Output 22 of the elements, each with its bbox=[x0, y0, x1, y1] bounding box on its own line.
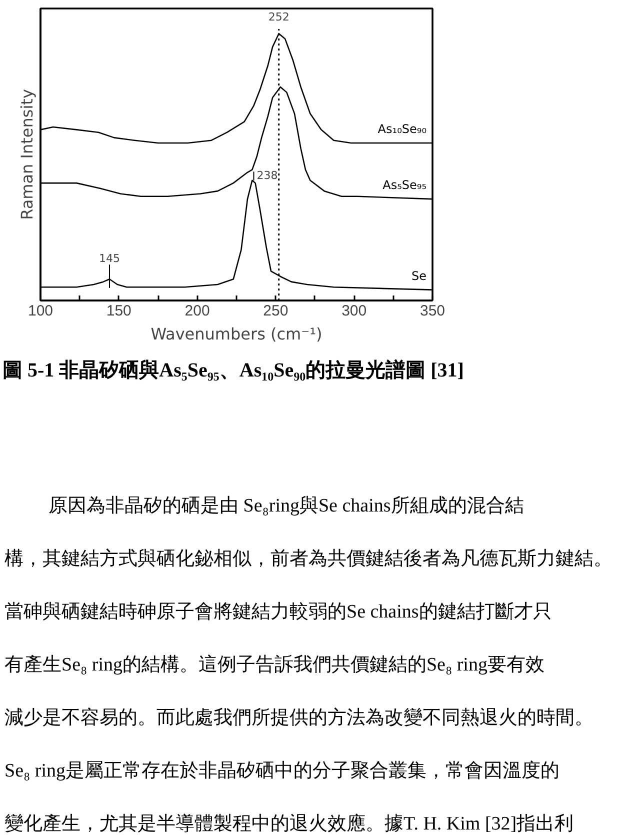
text: 構，其鍵結方式與硒化鉍相似，前者為共價鍵結後者為凡德瓦斯力鍵結。 bbox=[4, 548, 612, 570]
text: 變化產生，尤其是半導體製程中的退火效應。據T. H. Kim [32]指出利 bbox=[4, 812, 574, 834]
x-tick-label: 350 bbox=[420, 302, 446, 320]
x-tick-label: 200 bbox=[184, 302, 210, 320]
x-tick-label: 100 bbox=[28, 302, 54, 320]
text: 減少是不容易的。而此處我們所提供的方法為改變不同熱退火的時間。 bbox=[4, 706, 594, 728]
x-tick-label: 250 bbox=[263, 302, 288, 320]
text: 有產生Se₈ ring的結構。這例子告訴我們共價鍵結的Se₈ ring要有效 bbox=[4, 654, 544, 676]
text: Se₈ ring是屬正常存在於非晶矽硒中的分子聚合叢集，常會因溫度的 bbox=[4, 760, 560, 782]
y-axis-title: Raman Intensity bbox=[18, 89, 36, 220]
series-label: As₁₀Se₉₀ bbox=[378, 122, 427, 136]
series-label: Se bbox=[412, 268, 426, 283]
x-tick-label: 150 bbox=[106, 302, 132, 320]
series-label: As₅Se₉₅ bbox=[382, 178, 427, 192]
x-tick-label: 300 bbox=[342, 302, 367, 320]
annotation: 238 bbox=[256, 168, 278, 182]
ref-line-label: 252 bbox=[268, 10, 290, 24]
text: 原因為非晶矽的硒是由 Se₈ring與Se chains所組成的混合結 bbox=[48, 496, 524, 516]
text: 當砷與硒鍵結時砷原子會將鍵結力較弱的Se chains的鍵結打斷才只 bbox=[4, 602, 552, 622]
annotation: 145 bbox=[98, 252, 120, 266]
x-axis-title: Wavenumbers (cm⁻¹) bbox=[150, 324, 322, 344]
caption: 圖 5-1 非晶矽硒與As₅Se₉₅、As₁₀Se₉₀的拉曼光譜圖 [31] bbox=[2, 358, 464, 382]
